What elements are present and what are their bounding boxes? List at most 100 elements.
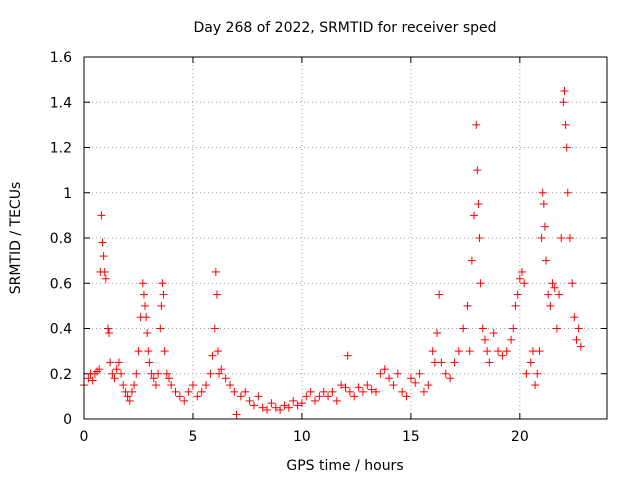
data-point <box>518 267 527 276</box>
data-point <box>142 313 151 322</box>
data-point <box>84 374 93 383</box>
y-tick-label: 1.4 <box>50 95 72 111</box>
data-point <box>363 381 372 390</box>
data-point <box>127 387 136 396</box>
data-point <box>99 252 108 261</box>
data-point <box>241 387 250 396</box>
data-point <box>372 387 381 396</box>
data-point <box>345 387 354 396</box>
x-tick-label: 0 <box>80 429 89 445</box>
data-point <box>389 381 398 390</box>
data-point <box>210 324 219 333</box>
data-point <box>343 351 352 360</box>
data-point <box>526 358 535 367</box>
data-point <box>123 392 132 401</box>
data-point <box>332 396 341 405</box>
data-point <box>245 396 254 405</box>
data-point <box>446 374 455 383</box>
data-point <box>459 324 468 333</box>
data-point <box>367 385 376 394</box>
data-point <box>522 369 531 378</box>
data-point <box>215 369 224 378</box>
data-point <box>546 301 555 310</box>
data-point <box>535 347 544 356</box>
y-tick-label: 1.2 <box>50 141 72 157</box>
data-point <box>350 392 359 401</box>
y-tick-label: 1.6 <box>50 50 72 66</box>
data-point <box>232 410 241 419</box>
data-point <box>139 290 148 299</box>
data-point <box>306 387 315 396</box>
data-point <box>576 342 585 351</box>
data-point <box>159 290 168 299</box>
data-point <box>478 324 487 333</box>
data-point <box>315 392 324 401</box>
data-point <box>212 290 221 299</box>
plot-frame <box>83 56 608 420</box>
data-point <box>258 403 267 412</box>
data-point <box>106 358 115 367</box>
data-point <box>541 256 550 265</box>
data-point <box>463 301 472 310</box>
data-point <box>302 392 311 401</box>
data-point <box>548 279 557 288</box>
data-point <box>406 374 415 383</box>
data-point <box>221 374 230 383</box>
data-point <box>473 166 482 175</box>
data-point <box>217 365 226 374</box>
data-point <box>164 374 173 383</box>
data-point <box>249 401 258 410</box>
data-point <box>158 279 167 288</box>
data-point <box>540 222 549 231</box>
data-point <box>206 369 215 378</box>
y-tick-label: 0.4 <box>50 322 72 338</box>
data-point <box>134 347 143 356</box>
data-point <box>498 351 507 360</box>
data-point <box>476 279 485 288</box>
data-point <box>157 301 166 310</box>
data-point <box>454 347 463 356</box>
data-point <box>95 365 104 374</box>
grid <box>84 57 607 419</box>
y-tick-label: 1 <box>63 186 72 202</box>
data-point <box>230 387 239 396</box>
data-point <box>284 403 293 412</box>
data-point <box>480 335 489 344</box>
data-point <box>435 290 444 299</box>
data-point <box>531 381 540 390</box>
data-point <box>171 387 180 396</box>
data-point <box>202 381 211 390</box>
data-point <box>280 401 289 410</box>
data-point <box>565 234 574 242</box>
data-point <box>297 399 306 408</box>
data-point <box>433 329 442 338</box>
data-point <box>515 274 524 283</box>
data-point <box>167 381 176 390</box>
data-point <box>511 301 520 310</box>
data-point <box>450 358 459 367</box>
data-point <box>562 143 571 152</box>
data-point <box>88 376 97 385</box>
data-point <box>271 403 280 412</box>
data-point <box>474 200 483 209</box>
data-point <box>141 301 150 310</box>
data-point <box>214 347 223 356</box>
data-point <box>263 405 272 414</box>
data-point <box>143 329 152 338</box>
data-point <box>560 86 569 95</box>
data-point <box>117 369 126 378</box>
x-tick-label: 5 <box>188 429 197 445</box>
x-tick-label: 10 <box>293 429 311 445</box>
data-point <box>557 234 566 242</box>
y-tick-label: 0.8 <box>50 231 72 247</box>
data-point <box>550 283 559 292</box>
data-point <box>485 358 494 367</box>
data-point <box>424 381 433 390</box>
data-point <box>208 351 217 360</box>
data-point <box>319 387 328 396</box>
data-point <box>341 383 350 392</box>
data-point <box>538 188 547 197</box>
data-point <box>483 347 492 356</box>
data-point <box>97 211 106 220</box>
